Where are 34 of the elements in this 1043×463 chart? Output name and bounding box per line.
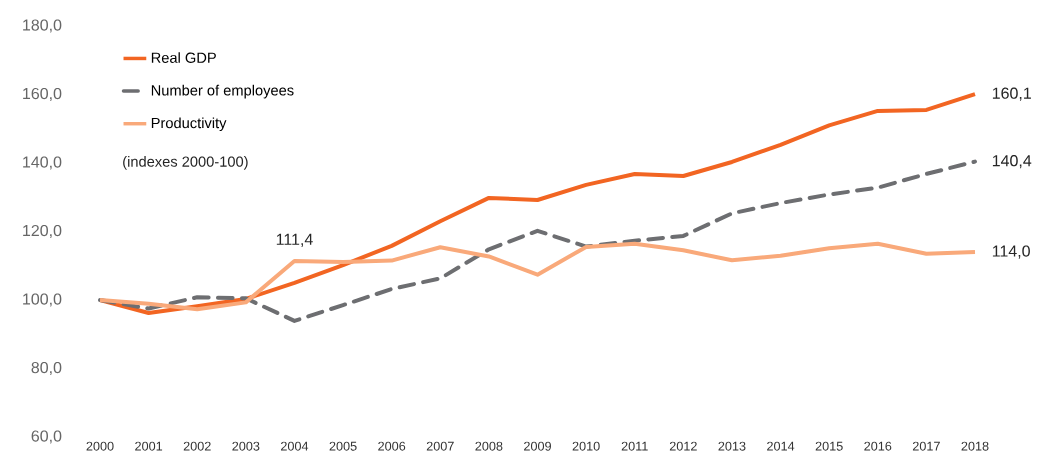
legend-label: Productivity bbox=[151, 117, 227, 132]
data-label: 140,4 bbox=[992, 155, 1032, 169]
x-tick-label: 2006 bbox=[378, 441, 406, 451]
x-tick-label: 2005 bbox=[329, 441, 357, 451]
y-tick-label: 100,0 bbox=[23, 293, 62, 307]
x-tick-label: 2004 bbox=[280, 441, 309, 451]
y-tick-label: 60,0 bbox=[31, 430, 62, 444]
x-tick-label: 2001 bbox=[135, 441, 163, 451]
y-tick-label: 180,0 bbox=[23, 19, 62, 33]
data-label: 111,4 bbox=[276, 233, 313, 247]
data-label: 114,0 bbox=[992, 245, 1030, 259]
x-tick-label: 2016 bbox=[864, 441, 892, 451]
x-tick-label: 2018 bbox=[961, 441, 989, 451]
x-tick-label: 2009 bbox=[524, 441, 551, 451]
annotation: (indexes 2000-100) bbox=[123, 156, 248, 170]
data-label: 160,1 bbox=[992, 87, 1031, 101]
x-tick-label: 2013 bbox=[718, 441, 746, 451]
x-tick-label: 2008 bbox=[475, 441, 503, 451]
x-tick-label: 2000 bbox=[86, 441, 114, 451]
x-tick-label: 2003 bbox=[232, 441, 260, 451]
x-tick-label: 2011 bbox=[621, 441, 648, 451]
x-tick-label: 2002 bbox=[183, 441, 211, 451]
x-tick-label: 2014 bbox=[767, 441, 795, 451]
y-tick-label: 80,0 bbox=[31, 361, 62, 376]
x-tick-label: 2012 bbox=[669, 441, 697, 451]
y-tick-label: 120,0 bbox=[23, 224, 62, 239]
y-tick-label: 140,0 bbox=[23, 156, 62, 170]
x-tick-label: 2010 bbox=[572, 441, 600, 451]
legend-label: Real GDP bbox=[151, 52, 216, 63]
x-tick-label: 2015 bbox=[815, 441, 843, 451]
x-tick-label: 2017 bbox=[912, 441, 940, 451]
legend-label: Number of employees bbox=[151, 84, 294, 99]
x-tick-label: 2007 bbox=[426, 441, 454, 451]
y-tick-label: 160,0 bbox=[23, 87, 62, 102]
